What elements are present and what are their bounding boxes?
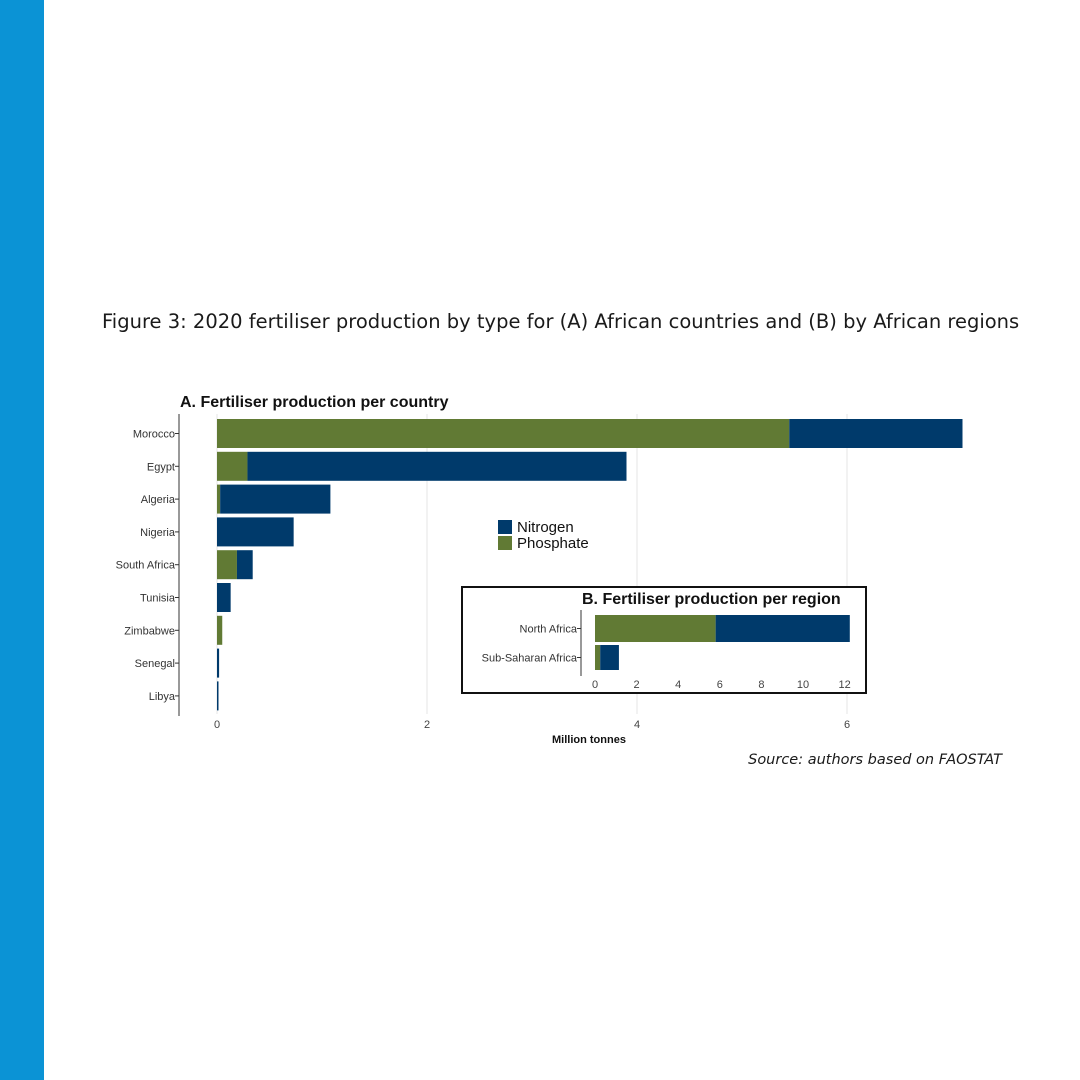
left-accent-bar: [0, 0, 44, 1080]
bar-nitrogen-morocco: [789, 419, 963, 448]
x-tick-label: 8: [758, 679, 764, 691]
x-tick-label: 2: [424, 719, 430, 731]
region-label: Sub-Saharan Africa: [482, 653, 578, 665]
figure-caption: Figure 3: 2020 fertiliser production by …: [102, 310, 1020, 333]
bar-phosphate-sub-saharan-africa: [595, 645, 601, 670]
category-label: Egypt: [147, 461, 175, 473]
category-label: Zimbabwe: [124, 625, 175, 637]
bar-nitrogen-north-africa: [715, 615, 850, 642]
category-label: Senegal: [135, 658, 175, 670]
legend-label-nitrogen: Nitrogen: [517, 519, 574, 536]
category-label: Nigeria: [140, 527, 176, 539]
source-note: Source: authors based on FAOSTAT: [748, 752, 1002, 768]
bar-nitrogen-nigeria: [217, 517, 294, 547]
x-tick-label: 0: [214, 719, 220, 731]
bar-nitrogen-algeria: [220, 484, 331, 514]
x-tick-label: 4: [634, 719, 640, 731]
legend-swatch-phosphate: [498, 536, 512, 550]
category-label: Tunisia: [140, 593, 176, 605]
category-label: South Africa: [116, 560, 176, 572]
bar-phosphate-egypt: [217, 451, 248, 481]
x-tick-label: 6: [844, 719, 850, 731]
legend-swatch-nitrogen: [498, 520, 512, 534]
bar-phosphate-south-africa: [217, 550, 237, 580]
x-tick-label: 10: [797, 679, 809, 691]
bar-nitrogen-tunisia: [217, 583, 231, 612]
bar-nitrogen-libya: [217, 681, 219, 711]
bar-nitrogen-sub-saharan-africa: [600, 645, 619, 670]
category-label: Libya: [149, 691, 176, 703]
x-tick-label: 4: [675, 679, 681, 691]
x-tick-label: 6: [717, 679, 723, 691]
x-tick-label: 12: [838, 679, 850, 691]
bar-nitrogen-egypt: [247, 451, 627, 481]
panel-b-title: B. Fertiliser production per region: [582, 591, 841, 608]
bar-nitrogen-senegal: [217, 648, 220, 678]
region-label: North Africa: [520, 624, 578, 636]
x-tick-label: 0: [592, 679, 598, 691]
x-tick-label: 2: [634, 679, 640, 691]
bar-phosphate-algeria: [217, 484, 221, 514]
legend-label-phosphate: Phosphate: [517, 535, 589, 552]
category-label: Morocco: [133, 429, 175, 441]
bar-phosphate-zimbabwe: [217, 615, 223, 645]
bar-nitrogen-south-africa: [236, 550, 253, 580]
bar-phosphate-north-africa: [595, 615, 716, 642]
panel-a-title: A. Fertiliser production per country: [180, 394, 449, 411]
bar-phosphate-morocco: [217, 419, 790, 448]
x-axis-label: Million tonnes: [552, 734, 626, 746]
category-label: Algeria: [141, 494, 176, 506]
